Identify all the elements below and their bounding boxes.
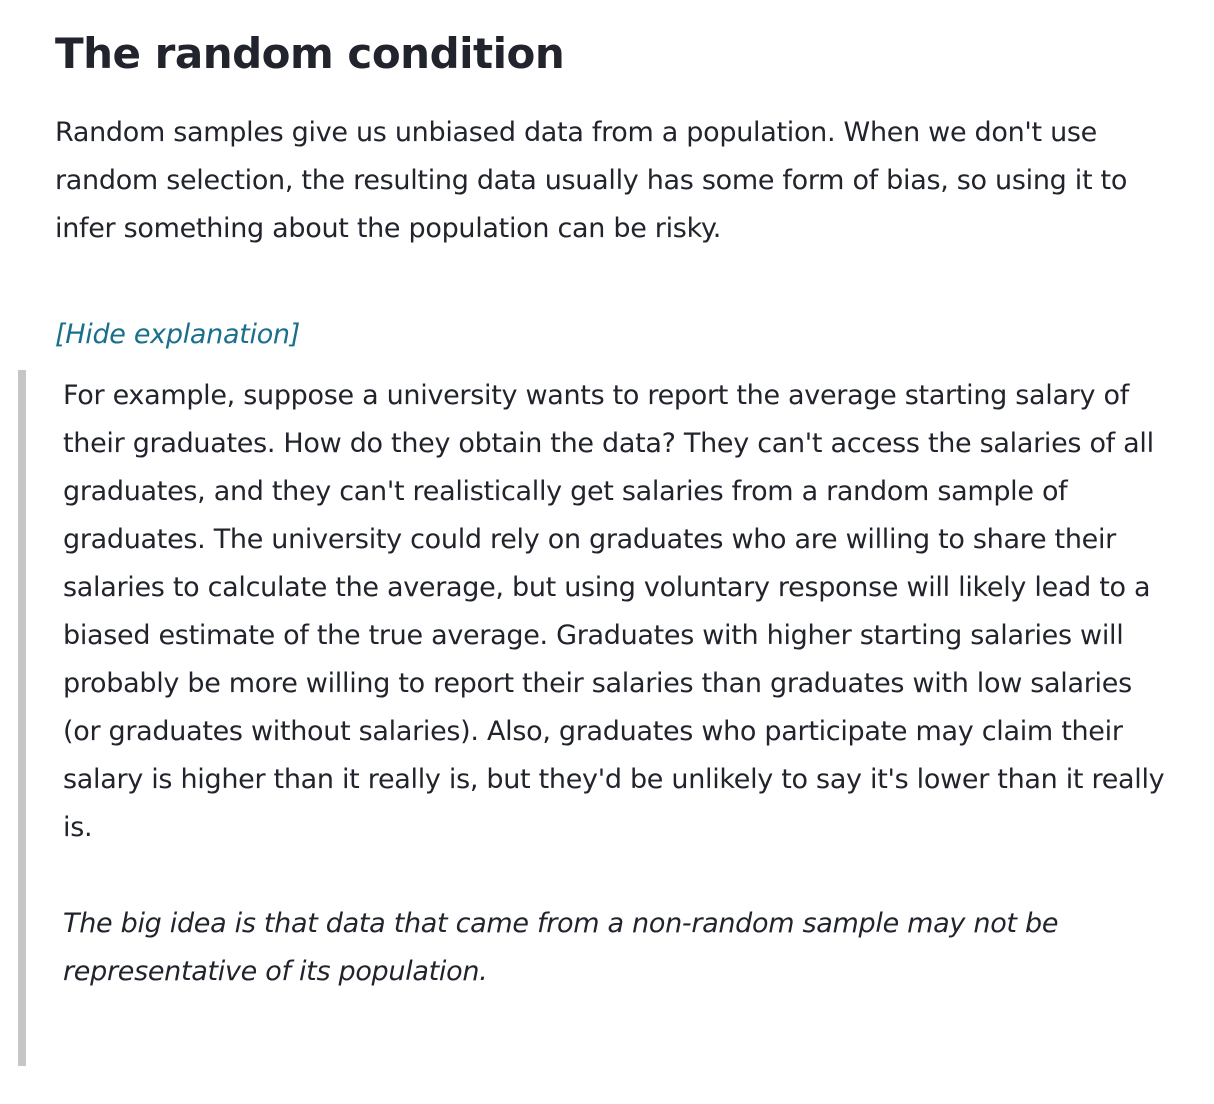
explanation-panel: For example, suppose a university wants … xyxy=(18,370,1168,1066)
page-title: The random condition xyxy=(55,29,565,78)
big-idea-paragraph: The big idea is that data that came from… xyxy=(63,908,1059,987)
intro-paragraph: Random samples give us unbiased data fro… xyxy=(55,117,1128,244)
explanation-example-paragraph: For example, suppose a university wants … xyxy=(63,380,1165,843)
article-section: The random condition Random samples give… xyxy=(55,26,1165,359)
hide-explanation-link[interactable]: [Hide explanation] xyxy=(55,319,300,350)
